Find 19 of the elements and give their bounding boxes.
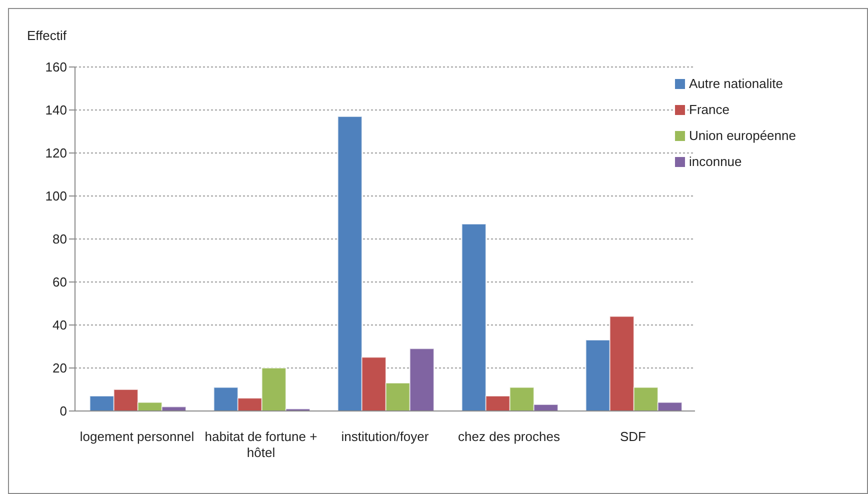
y-tick-label: 60 [52, 274, 67, 290]
y-tick-label: 160 [45, 60, 67, 75]
x-tick-label: SDF [620, 429, 646, 444]
legend-label: Autre nationalite [689, 76, 783, 91]
y-tick-label: 100 [45, 188, 67, 204]
y-tick-label: 140 [45, 102, 67, 118]
legend-label: France [689, 102, 730, 117]
x-tick-label: logement personnel [80, 429, 194, 444]
legend-label: Union européenne [689, 128, 796, 143]
y-tick-label: 20 [52, 360, 67, 376]
x-tick-label: habitat de fortune + hôtel [204, 429, 318, 460]
y-tick-label: 0 [60, 404, 67, 419]
y-axis-title: Effectif [27, 28, 67, 44]
x-tick-label: chez des proches [458, 429, 560, 444]
y-tick-label: 40 [52, 318, 67, 333]
x-tick-label: institution/foyer [341, 429, 430, 444]
y-tick-label: 80 [52, 232, 67, 247]
y-tick-label: 120 [45, 146, 67, 161]
legend-label: inconnue [689, 154, 742, 169]
